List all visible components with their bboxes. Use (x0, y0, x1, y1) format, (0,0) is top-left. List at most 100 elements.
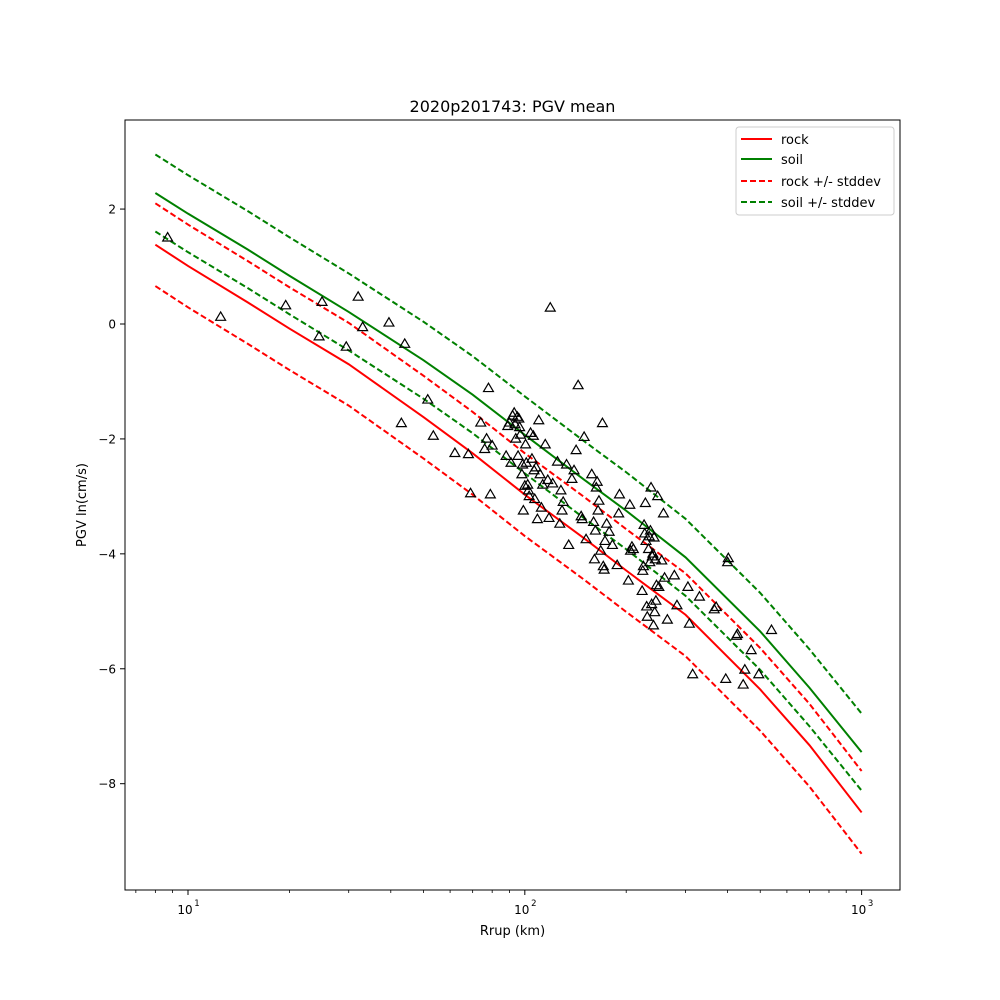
data-point-99 (636, 584, 649, 596)
x-tick-label: 10 (177, 903, 192, 917)
data-point-59 (546, 477, 559, 488)
data-point-142 (738, 663, 751, 674)
x-tick-exponent: 2 (531, 899, 536, 909)
data-point-15 (464, 487, 477, 498)
data-point-6 (352, 290, 365, 301)
data-point-119 (649, 553, 662, 564)
data-point-36 (516, 458, 529, 469)
data-point-5 (340, 340, 353, 351)
data-point-123 (652, 580, 665, 592)
data-point-131 (683, 617, 696, 628)
data-point-28 (509, 418, 521, 429)
data-point-24 (503, 416, 516, 427)
data-point-108 (642, 542, 655, 554)
series-line-soil-stddev-4 (154, 153, 863, 715)
data-point-85 (597, 560, 610, 571)
data-point-37 (517, 504, 530, 515)
data-point-116 (647, 619, 660, 630)
data-point-90 (606, 538, 619, 550)
x-axis-label: Rrup (km) (480, 924, 545, 939)
data-point-7 (356, 321, 369, 332)
data-point-14 (462, 448, 475, 459)
data-point-69 (570, 444, 583, 455)
data-point-60 (551, 455, 564, 466)
data-point-82 (592, 494, 605, 505)
data-point-129 (670, 599, 683, 610)
data-point-91 (611, 558, 624, 570)
data-point-0 (161, 231, 174, 242)
data-point-55 (539, 438, 552, 449)
plot-area (154, 153, 863, 855)
data-point-106 (640, 600, 653, 611)
data-point-34 (514, 428, 527, 439)
data-point-112 (645, 481, 658, 492)
data-point-9 (398, 337, 411, 348)
data-point-92 (612, 507, 625, 518)
data-point-49 (530, 461, 543, 472)
data-point-46 (527, 429, 540, 440)
legend-box (735, 126, 895, 216)
data-point-87 (599, 534, 611, 546)
series-line-rock-0 (154, 243, 863, 814)
y-tick-label: −8 (98, 777, 116, 791)
data-point-50 (531, 512, 544, 524)
data-point-64 (557, 495, 570, 506)
legend-label-soil-stddev: soil +/- stddev (781, 196, 876, 211)
data-point-94 (622, 574, 635, 585)
data-point-110 (643, 556, 656, 567)
data-point-120 (649, 594, 662, 605)
data-point-53 (535, 501, 548, 512)
data-point-35 (515, 468, 528, 479)
scatter-points (161, 231, 778, 689)
data-point-136 (719, 672, 732, 683)
data-point-19 (482, 381, 495, 393)
data-point-18 (480, 432, 493, 443)
data-point-128 (668, 569, 681, 580)
data-point-144 (752, 668, 765, 679)
data-point-98 (627, 542, 640, 554)
data-point-1 (214, 310, 227, 321)
chart-title: 2020p201743: PGV mean (410, 97, 616, 116)
data-point-48 (528, 492, 541, 504)
data-point-125 (657, 507, 670, 518)
data-point-93 (613, 488, 626, 499)
data-point-13 (448, 446, 461, 458)
data-point-32 (512, 412, 525, 423)
data-point-117 (648, 531, 661, 542)
y-tick-label: −4 (98, 547, 116, 561)
data-point-138 (722, 552, 735, 563)
data-point-127 (661, 613, 674, 624)
data-point-41 (521, 478, 534, 489)
data-point-135 (710, 600, 723, 612)
x-tick-exponent: 3 (868, 899, 873, 909)
data-point-115 (646, 547, 659, 558)
data-point-80 (591, 475, 604, 486)
data-point-75 (585, 468, 598, 479)
data-point-63 (556, 504, 569, 515)
data-point-68 (568, 464, 581, 475)
data-point-102 (638, 518, 651, 529)
data-point-89 (603, 525, 616, 536)
x-tick-label: 10 (514, 903, 529, 917)
legend: rock soil rock +/- stddev soil +/- stdde… (735, 126, 895, 216)
data-point-10 (395, 417, 408, 428)
y-axis-label: PGV ln(cm/s) (75, 463, 90, 547)
data-point-81 (592, 504, 605, 515)
data-point-20 (484, 488, 497, 499)
data-point-140 (731, 627, 744, 639)
data-point-58 (544, 301, 557, 312)
data-point-74 (580, 533, 593, 544)
data-point-56 (541, 473, 554, 485)
data-point-43 (523, 489, 536, 501)
x-tick-label: 10 (851, 903, 866, 917)
series-line-soil-stddev-5 (154, 230, 863, 792)
data-point-38 (518, 479, 531, 490)
data-point-84 (596, 417, 609, 428)
data-point-77 (588, 553, 601, 564)
legend-label-rock-stddev: rock +/- stddev (781, 175, 881, 190)
data-point-16 (474, 416, 487, 427)
data-point-11 (421, 393, 434, 404)
data-point-121 (650, 579, 663, 590)
data-point-141 (737, 678, 750, 689)
